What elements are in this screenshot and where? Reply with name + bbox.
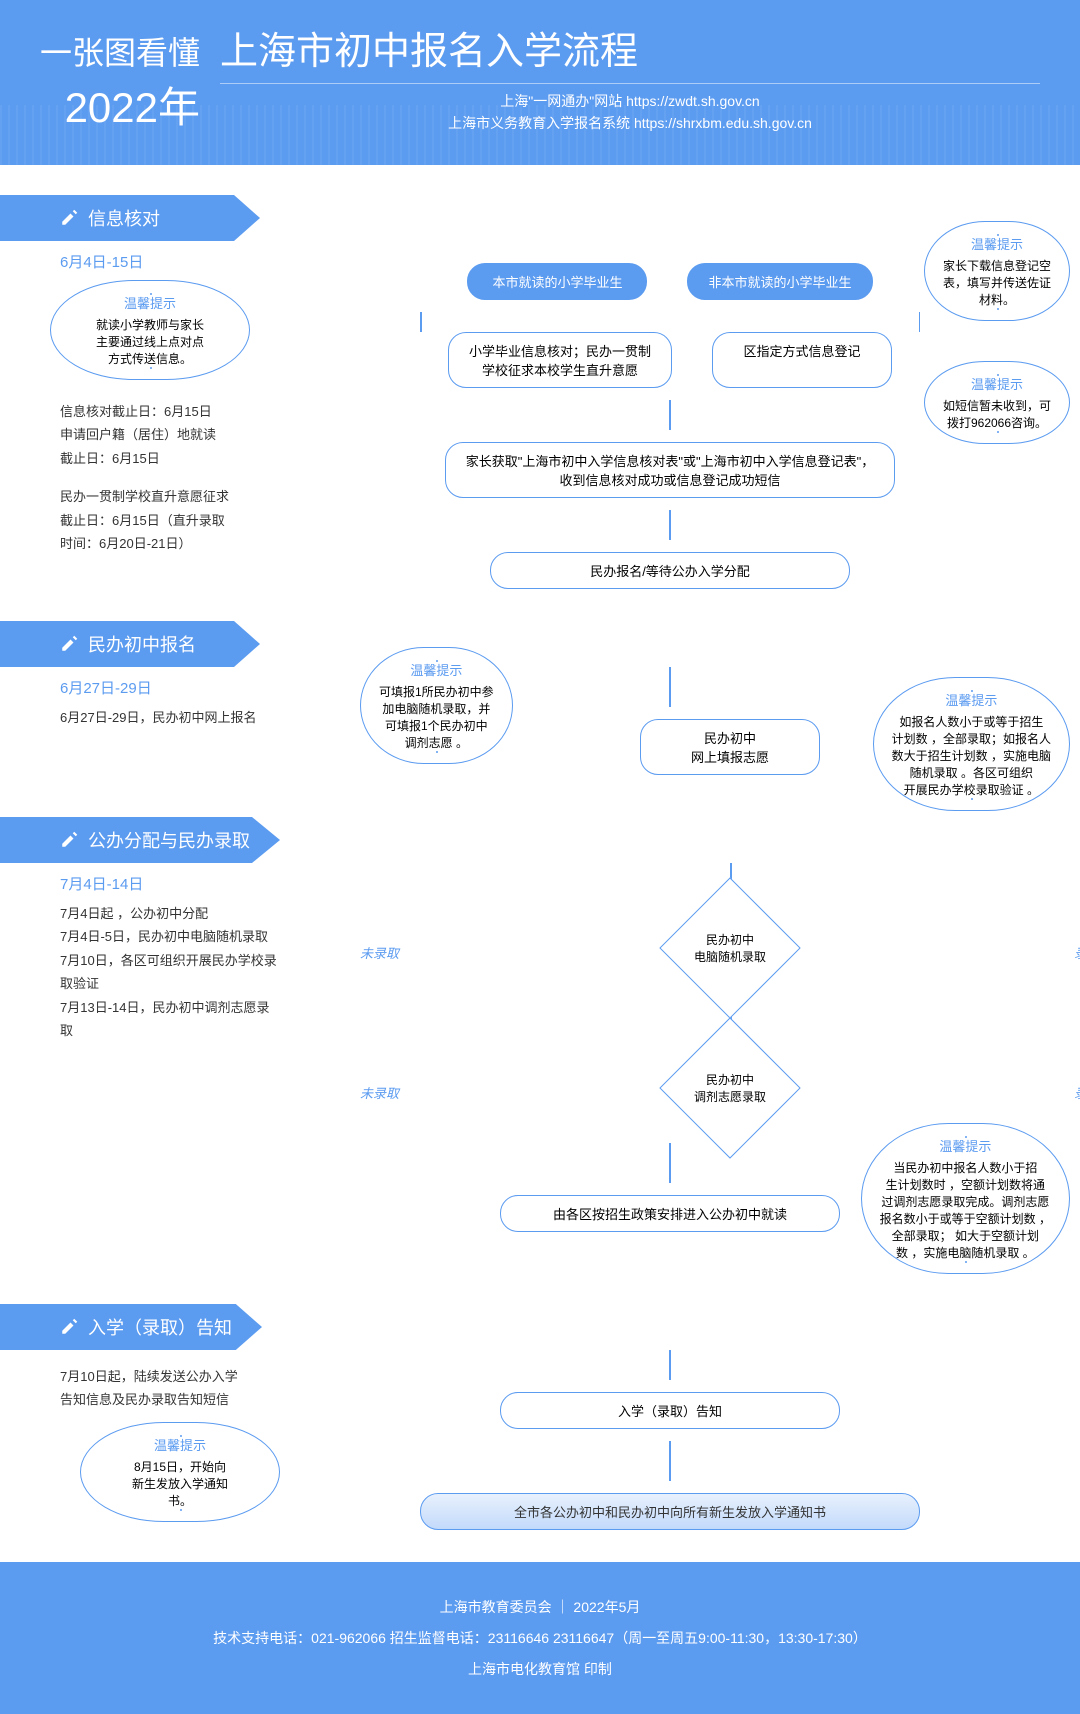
node-district-reg: 区指定方式信息登记 bbox=[712, 332, 892, 388]
section-tab-3: 公办分配与民办录取 bbox=[0, 817, 280, 863]
label-not-admitted-1: 未录取 bbox=[360, 943, 399, 962]
node-form-receipt: 家长获取"上海市初中入学信息核对表"或"上海市初中入学信息登记表"， 收到信息核… bbox=[445, 442, 895, 498]
edit-icon bbox=[60, 209, 78, 227]
node-public-arrange: 由各区按招生政策安排进入公办初中就读 bbox=[500, 1195, 840, 1232]
header: 一张图看懂 2022年 上海市初中报名入学流程 上海"一网通办"网站 https… bbox=[0, 0, 1080, 165]
diamond-adjust: 民办初中 调剂志愿录取 bbox=[660, 1043, 800, 1133]
edit-icon bbox=[60, 1318, 78, 1336]
deadlines-text: 信息核对截止日：6月15日 申请回户籍（居住）地就读 截止日：6月15日 bbox=[60, 400, 280, 470]
section-4-text: 7月10日起，陆续发送公办入学 告知信息及民办录取告知短信 bbox=[60, 1365, 280, 1412]
section-tab-4: 入学（录取）告知 bbox=[0, 1304, 262, 1350]
header-link-2: 上海市义务教育入学报名系统 https://shrxbm.edu.sh.gov.… bbox=[220, 112, 1040, 134]
section-1-date: 6月4日-15日 bbox=[60, 251, 280, 272]
header-link-1: 上海"一网通办"网站 https://zwdt.sh.gov.cn bbox=[220, 90, 1040, 112]
tip-1: 温馨提示 就读小学教师与家长 主要通过线上点对点 方式传送信息。 bbox=[50, 280, 250, 380]
section-3-date: 7月4日-14日 bbox=[60, 873, 280, 894]
node-admission-notice: 入学（录取）告知 bbox=[500, 1392, 840, 1429]
node-final-notice: 全市各公办初中和民办初中向所有新生发放入学通知书 bbox=[420, 1493, 920, 1530]
section-3-schedule: 7月4日起 ，公办初中分配 7月4日-5日，民办初中电脑随机录取 7月10日，各… bbox=[60, 902, 280, 1042]
label-admitted-1: 录取 bbox=[1074, 943, 1080, 962]
footer-line-3: 上海市电化教育馆 印制 bbox=[20, 1654, 1060, 1685]
node-verify: 小学毕业信息核对；民办一贯制 学校征求本校学生直升意愿 bbox=[448, 332, 672, 388]
footer-line-1: 上海市教育委员会 ｜ 2022年5月 bbox=[20, 1592, 1060, 1623]
header-year: 2022年 bbox=[40, 74, 200, 135]
diamond-lottery: 民办初中 电脑随机录取 bbox=[660, 903, 800, 993]
edit-icon bbox=[60, 635, 78, 653]
section-tab-2: 民办初中报名 bbox=[0, 621, 260, 667]
section-2-text: 6月27日-29日，民办初中网上报名 bbox=[60, 706, 280, 729]
label-not-admitted-2: 未录取 bbox=[360, 1083, 399, 1102]
node-local-grad: 本市就读的小学毕业生 bbox=[467, 263, 647, 300]
section-2-date: 6月27日-29日 bbox=[60, 677, 280, 698]
footer: 上海市教育委员会 ｜ 2022年5月 技术支持电话：021-962066 招生监… bbox=[0, 1562, 1080, 1714]
header-subtitle: 一张图看懂 bbox=[40, 28, 200, 74]
footer-line-2: 技术支持电话：021-962066 招生监督电话：23116646 231166… bbox=[20, 1623, 1060, 1654]
node-apply-wait: 民办报名/等待公办入学分配 bbox=[490, 552, 850, 589]
content: 信息核对 6月4日-15日 温馨提示 就读小学教师与家长 主要通过线上点对点 方… bbox=[0, 165, 1080, 1562]
edit-icon bbox=[60, 831, 78, 849]
node-nonlocal-grad: 非本市就读的小学毕业生 bbox=[687, 263, 872, 300]
tip-7: 温馨提示 8月15日，开始向 新生发放入学通知 书。 bbox=[80, 1422, 280, 1522]
section-tab-1: 信息核对 bbox=[0, 195, 260, 241]
zhisheng-text: 民办一贯制学校直升意愿征求 截止日：6月15日（直升录取 时间：6月20日-21… bbox=[60, 485, 280, 555]
label-admitted-2: 录取 bbox=[1074, 1083, 1080, 1102]
node-online-apply: 民办初中 网上填报志愿 bbox=[640, 719, 820, 775]
header-title: 上海市初中报名入学流程 bbox=[220, 20, 1040, 84]
